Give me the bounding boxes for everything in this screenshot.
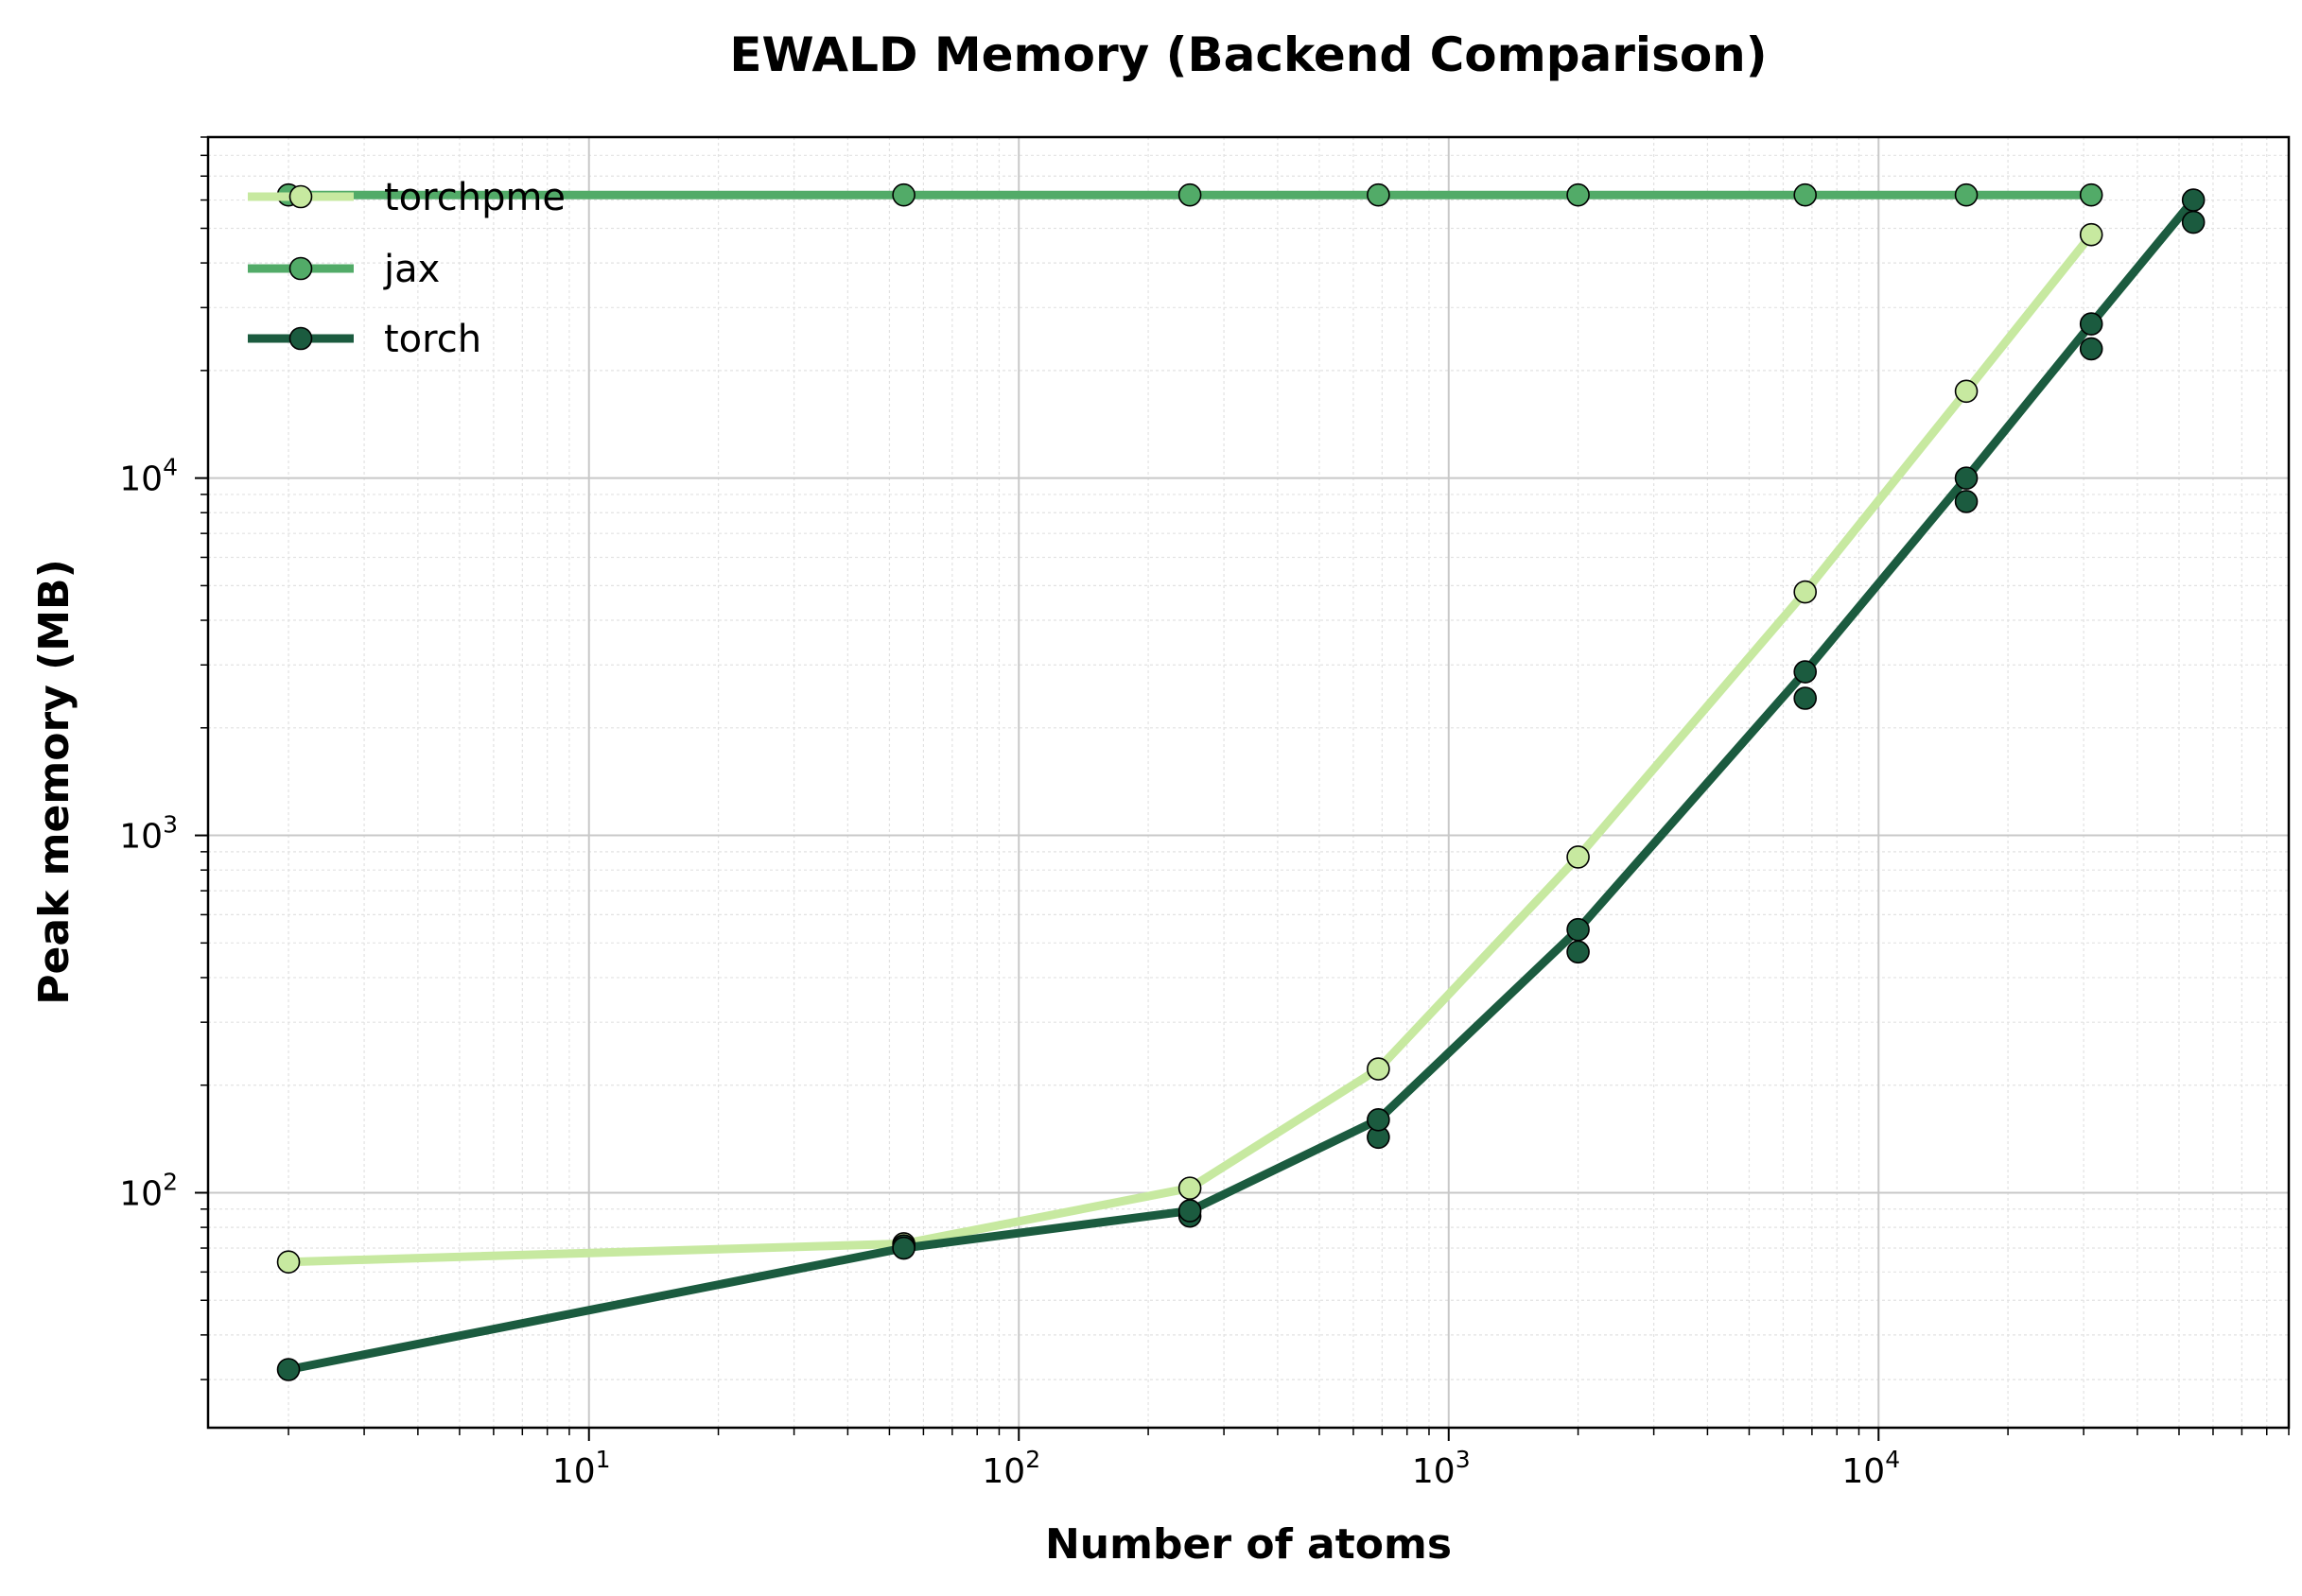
data-point-torch xyxy=(276,1358,301,1381)
data-point-torch xyxy=(2079,312,2103,336)
legend-label-torch: torch xyxy=(384,318,481,361)
data-point-torch xyxy=(1793,660,1817,684)
data-point-torch xyxy=(1566,940,1590,964)
data-point-torchpme xyxy=(1954,379,1979,404)
plot-frame xyxy=(206,135,2291,1430)
series-line-torchpme xyxy=(284,230,2096,1267)
chart-title: EWALD Memory (Backend Comparison) xyxy=(729,27,1767,82)
data-point-torch xyxy=(1793,686,1817,710)
y-tick-label: 103 xyxy=(119,811,178,857)
legend-marker-torch xyxy=(288,326,313,351)
data-point-jax xyxy=(1566,182,1590,207)
data-point-torchpme xyxy=(1793,580,1817,604)
legend-marker-torchpme xyxy=(288,184,313,209)
y-tick-label: 104 xyxy=(119,454,178,499)
data-point-torch xyxy=(1566,917,1590,942)
legend: torchpme jax torch xyxy=(248,176,566,361)
grid-layer xyxy=(208,136,2290,1428)
legend-label-torchpme: torchpme xyxy=(384,176,566,219)
data-point-torch xyxy=(2079,337,2103,361)
x-axis-label: Number of atoms xyxy=(1045,1520,1452,1569)
data-point-torchpme xyxy=(2079,222,2103,247)
data-point-torchpme xyxy=(1566,845,1590,869)
x-tick-label: 101 xyxy=(552,1446,611,1491)
legend-label-jax: jax xyxy=(383,248,440,291)
y-tick-label: 102 xyxy=(119,1168,178,1213)
data-point-jax xyxy=(1793,182,1817,207)
data-point-torch xyxy=(1954,490,1979,513)
series-line-torch xyxy=(284,196,2198,1374)
legend-entry-torchpme: torchpme xyxy=(248,176,566,219)
series-points xyxy=(276,182,2206,1381)
x-tick-label: 104 xyxy=(1841,1446,1900,1491)
legend-entry-jax: jax xyxy=(248,248,440,291)
data-point-torchpme xyxy=(1177,1176,1202,1200)
data-point-torch xyxy=(1954,466,1979,490)
x-tick-label: 103 xyxy=(1412,1446,1471,1491)
legend-marker-jax xyxy=(288,256,313,281)
data-point-torch xyxy=(892,1236,916,1260)
legend-entry-torch: torch xyxy=(248,318,481,361)
data-point-torchpme xyxy=(276,1250,301,1275)
data-point-jax xyxy=(2079,182,2103,207)
data-point-torch xyxy=(2181,188,2206,212)
axis-ticks: 101 102 103 104 102 103 104 xyxy=(119,136,2290,1491)
data-point-torchpme xyxy=(1367,1057,1390,1081)
y-axis-label: Peak memory (MB) xyxy=(30,559,78,1004)
data-point-jax xyxy=(1177,182,1202,207)
data-point-torch xyxy=(2181,210,2206,234)
data-point-jax xyxy=(1954,182,1979,207)
data-point-torch xyxy=(1367,1108,1390,1132)
x-tick-label: 102 xyxy=(982,1446,1040,1491)
data-point-jax xyxy=(1367,182,1390,207)
data-point-torch xyxy=(1177,1199,1202,1223)
data-point-jax xyxy=(892,182,916,207)
